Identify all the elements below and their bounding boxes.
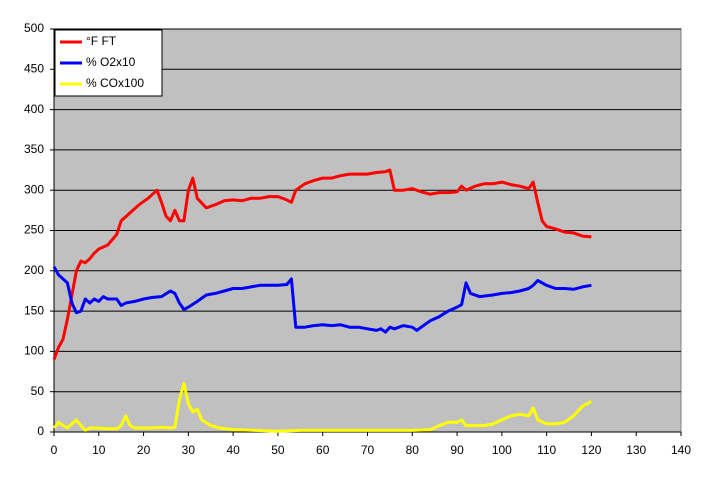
- x-tick-label: 20: [137, 443, 151, 457]
- y-tick-label: 100: [24, 344, 44, 358]
- x-tick-label: 70: [361, 443, 375, 457]
- y-tick-label: 250: [24, 223, 44, 237]
- y-tick-label: 0: [37, 424, 44, 438]
- legend-label: % COx100: [86, 76, 144, 90]
- x-tick-label: 60: [316, 443, 330, 457]
- legend-label: °F FT: [86, 34, 117, 48]
- y-tick-label: 50: [31, 384, 45, 398]
- y-tick-label: 200: [24, 263, 44, 277]
- x-tick-label: 0: [51, 443, 58, 457]
- y-tick-label: 300: [24, 182, 44, 196]
- x-tick-label: 90: [450, 443, 464, 457]
- x-tick-label: 10: [92, 443, 106, 457]
- y-tick-label: 400: [24, 102, 44, 116]
- x-tick-label: 120: [581, 443, 601, 457]
- x-tick-label: 130: [626, 443, 646, 457]
- x-tick-label: 40: [226, 443, 240, 457]
- x-tick-label: 50: [271, 443, 285, 457]
- series-line: [52, 266, 592, 334]
- x-tick-label: 100: [492, 443, 512, 457]
- legend-label: % O2x10: [86, 55, 136, 69]
- y-tick-label: 350: [24, 142, 44, 156]
- y-tick-label: 450: [24, 61, 44, 75]
- x-tick-label: 140: [671, 443, 691, 457]
- series-line: [52, 382, 593, 433]
- y-tick-label: 150: [24, 303, 44, 317]
- y-tick-label: 500: [24, 21, 44, 35]
- x-tick-label: 110: [537, 443, 556, 457]
- series-line: [52, 168, 592, 361]
- x-tick-label: 80: [406, 443, 420, 457]
- x-tick-label: 30: [182, 443, 196, 457]
